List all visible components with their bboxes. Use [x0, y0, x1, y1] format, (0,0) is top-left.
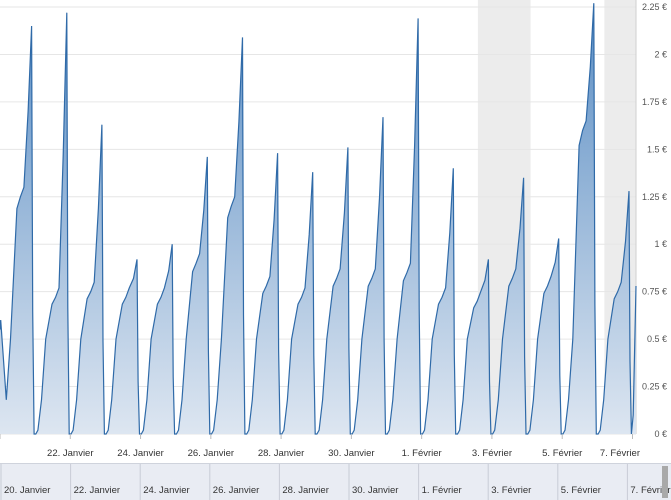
navigator-tick-label: 24. Janvier — [143, 485, 189, 496]
y-tick-label: 1.25 € — [642, 192, 667, 202]
navigator-background[interactable] — [0, 463, 671, 500]
x-axis: 22. Janvier 24. Janvier 26. Janvier 28. Jan… — [0, 434, 640, 459]
y-tick-label: 1.5 € — [647, 144, 667, 154]
navigator[interactable]: 20. Janvier 22. Janvier 24. Janvier 26. Jan… — [0, 463, 671, 500]
y-tick-label: 1.75 € — [642, 97, 667, 107]
price-area-fill — [0, 3, 636, 434]
x-tick-label: 28. Janvier — [258, 448, 304, 459]
x-tick-label: 7. Février — [600, 448, 640, 459]
navigator-handle[interactable] — [662, 466, 668, 498]
price-line — [0, 3, 637, 435]
y-tick-label: 0.5 € — [647, 334, 667, 344]
x-tick-label: 5. Février — [542, 448, 582, 459]
y-tick-label: 2.25 € — [642, 2, 667, 12]
y-tick-label: 2 € — [654, 49, 667, 59]
y-tick-label: 0 € — [654, 429, 667, 439]
x-tick-label: 1. Février — [402, 448, 442, 459]
navigator-tick-label: 30. Janvier — [352, 485, 398, 496]
y-tick-label: 1 € — [654, 239, 667, 249]
y-tick-label: 0.75 € — [642, 287, 667, 297]
navigator-tick-label: 26. Janvier — [213, 485, 259, 496]
x-tick-label: 3. Février — [472, 448, 512, 459]
price-series — [0, 3, 637, 435]
y-tick-label: 0.25 € — [642, 382, 667, 392]
x-tick-label: 30. Janvier — [328, 448, 374, 459]
grid-lines — [0, 0, 637, 435]
navigator-tick-label: 3. Février — [491, 485, 531, 496]
x-tick-label: 22. Janvier — [47, 448, 93, 459]
navigator-tick-label: 7. Février — [630, 485, 670, 496]
y-axis: 0 € 0.25 € 0.5 € 0.75 € 1 € 1.25 € 1.5 € 1.75 €… — [642, 2, 667, 439]
navigator-tick-label: 22. Janvier — [74, 485, 120, 496]
navigator-tick-label: 5. Février — [561, 485, 601, 496]
navigator-tick-label: 20. Janvier — [4, 485, 50, 496]
navigator-tick-label: 28. Janvier — [282, 485, 328, 496]
navigator-tick-label: 1. Février — [422, 485, 462, 496]
x-tick-label: 26. Janvier — [188, 448, 234, 459]
x-tick-label: 24. Janvier — [117, 448, 163, 459]
